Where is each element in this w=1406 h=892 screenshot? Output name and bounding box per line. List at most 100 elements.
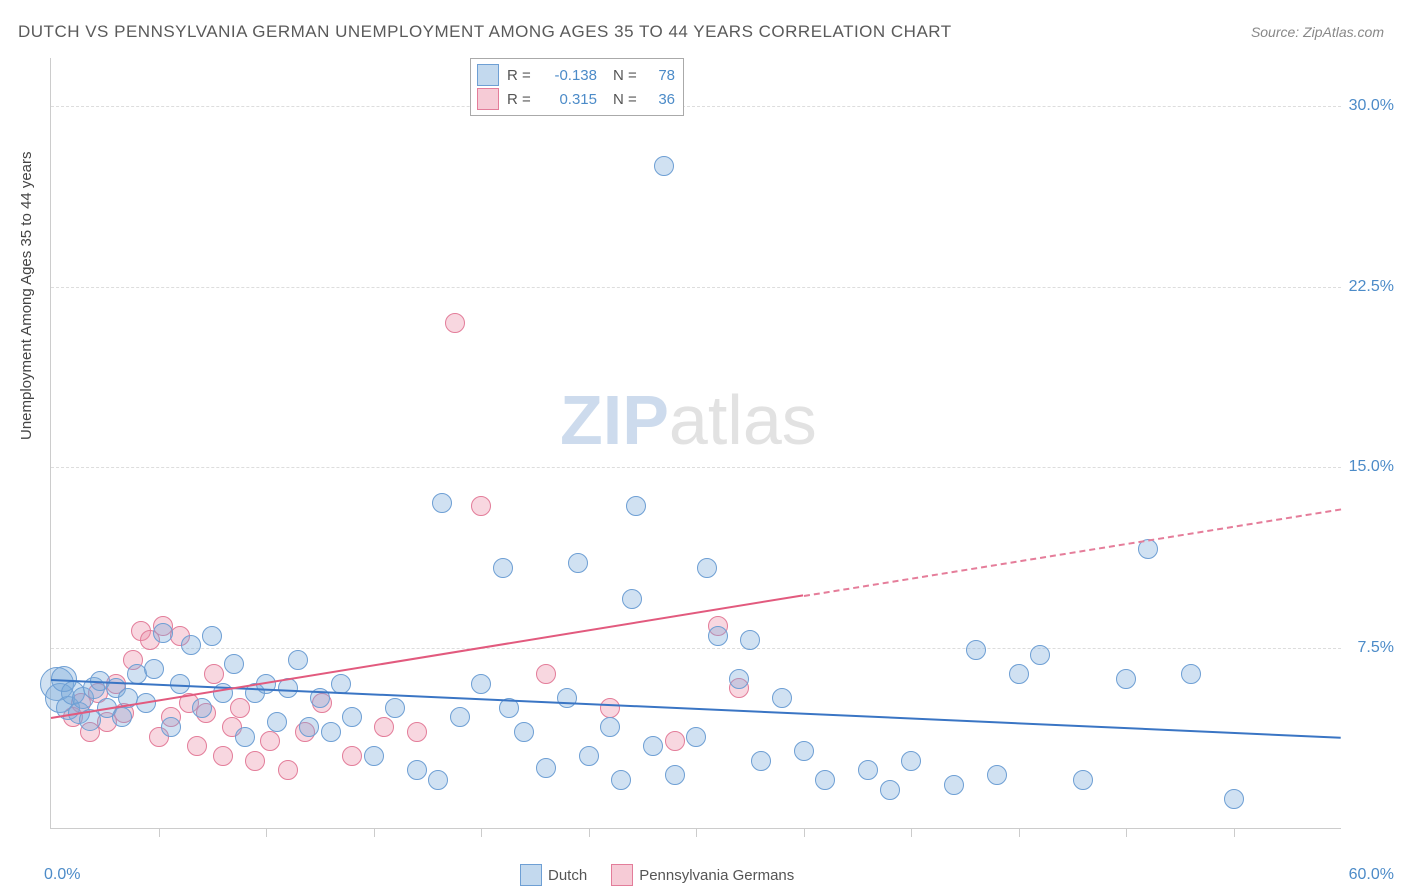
data-point-blue — [432, 493, 452, 513]
x-tick — [1019, 829, 1020, 837]
data-point-blue — [235, 727, 255, 747]
data-point-blue — [665, 765, 685, 785]
gridline — [51, 648, 1341, 649]
legend-label: Dutch — [548, 867, 587, 884]
data-point-blue — [224, 654, 244, 674]
data-point-pink — [407, 722, 427, 742]
data-point-blue — [267, 712, 287, 732]
data-point-blue — [407, 760, 427, 780]
data-point-blue — [321, 722, 341, 742]
data-point-blue — [901, 751, 921, 771]
data-point-pink — [213, 746, 233, 766]
data-point-pink — [445, 313, 465, 333]
data-point-blue — [557, 688, 577, 708]
data-point-blue — [568, 553, 588, 573]
data-point-pink — [230, 698, 250, 718]
data-point-blue — [1181, 664, 1201, 684]
data-point-blue — [493, 558, 513, 578]
data-point-pink — [278, 760, 298, 780]
data-point-blue — [858, 760, 878, 780]
corr-legend-row: R =-0.138N =78 — [477, 63, 675, 87]
data-point-blue — [626, 496, 646, 516]
gridline — [51, 287, 1341, 288]
data-point-pink — [204, 664, 224, 684]
data-point-blue — [450, 707, 470, 727]
legend-swatch-blue — [520, 864, 542, 886]
data-point-pink — [665, 731, 685, 751]
n-value: 36 — [647, 91, 675, 108]
scatter-plot — [50, 58, 1341, 829]
trend-line-pink — [51, 595, 804, 720]
data-point-pink — [187, 736, 207, 756]
legend-swatch-pink — [477, 88, 499, 110]
data-point-blue — [987, 765, 1007, 785]
data-point-blue — [944, 775, 964, 795]
n-label: N = — [613, 91, 639, 108]
x-tick — [1126, 829, 1127, 837]
data-point-blue — [643, 736, 663, 756]
gridline — [51, 467, 1341, 468]
series-legend: Dutch Pennsylvania Germans — [520, 864, 794, 886]
data-point-blue — [966, 640, 986, 660]
data-point-blue — [161, 717, 181, 737]
data-point-blue — [772, 688, 792, 708]
chart-title: DUTCH VS PENNSYLVANIA GERMAN UNEMPLOYMEN… — [18, 22, 952, 42]
x-axis-max-label: 60.0% — [1349, 866, 1394, 884]
data-point-blue — [1030, 645, 1050, 665]
trend-line-pink-dashed — [803, 508, 1341, 597]
x-tick — [804, 829, 805, 837]
correlation-legend: R =-0.138N =78R = 0.315 N = 36 — [470, 58, 684, 116]
r-value: 0.315 — [541, 91, 597, 108]
data-point-blue — [364, 746, 384, 766]
data-point-blue — [600, 717, 620, 737]
x-axis-min-label: 0.0% — [44, 866, 80, 884]
data-point-blue — [192, 698, 212, 718]
x-tick — [374, 829, 375, 837]
data-point-blue — [622, 589, 642, 609]
data-point-blue — [1009, 664, 1029, 684]
data-point-blue — [1224, 789, 1244, 809]
data-point-blue — [697, 558, 717, 578]
x-tick — [696, 829, 697, 837]
data-point-pink — [260, 731, 280, 751]
data-point-blue — [471, 674, 491, 694]
data-point-blue — [611, 770, 631, 790]
y-tick-label: 30.0% — [1349, 97, 1394, 115]
legend-item-pink: Pennsylvania Germans — [611, 864, 794, 886]
x-tick — [266, 829, 267, 837]
gridline — [51, 106, 1341, 107]
data-point-blue — [153, 623, 173, 643]
x-tick — [159, 829, 160, 837]
r-label: R = — [507, 67, 533, 84]
legend-swatch-pink — [611, 864, 633, 886]
data-point-blue — [288, 650, 308, 670]
data-point-blue — [880, 780, 900, 800]
legend-swatch-blue — [477, 64, 499, 86]
data-point-blue — [299, 717, 319, 737]
data-point-blue — [181, 635, 201, 655]
data-point-blue — [428, 770, 448, 790]
corr-legend-row: R =0.315N =36 — [477, 87, 675, 111]
data-point-blue — [1116, 669, 1136, 689]
data-point-blue — [708, 626, 728, 646]
data-point-blue — [686, 727, 706, 747]
data-point-blue — [794, 741, 814, 761]
y-axis-label: Unemployment Among Ages 35 to 44 years — [18, 151, 35, 440]
y-tick-label: 7.5% — [1358, 639, 1394, 657]
data-point-blue — [385, 698, 405, 718]
source-label: Source: ZipAtlas.com — [1251, 24, 1384, 40]
data-point-pink — [536, 664, 556, 684]
data-point-pink — [600, 698, 620, 718]
data-point-pink — [471, 496, 491, 516]
data-point-blue — [112, 707, 132, 727]
data-point-blue — [740, 630, 760, 650]
x-tick — [1234, 829, 1235, 837]
data-point-blue — [202, 626, 222, 646]
data-point-blue — [579, 746, 599, 766]
data-point-pink — [245, 751, 265, 771]
data-point-blue — [729, 669, 749, 689]
y-tick-label: 22.5% — [1349, 278, 1394, 296]
data-point-blue — [751, 751, 771, 771]
n-value: 78 — [647, 67, 675, 84]
data-point-blue — [654, 156, 674, 176]
